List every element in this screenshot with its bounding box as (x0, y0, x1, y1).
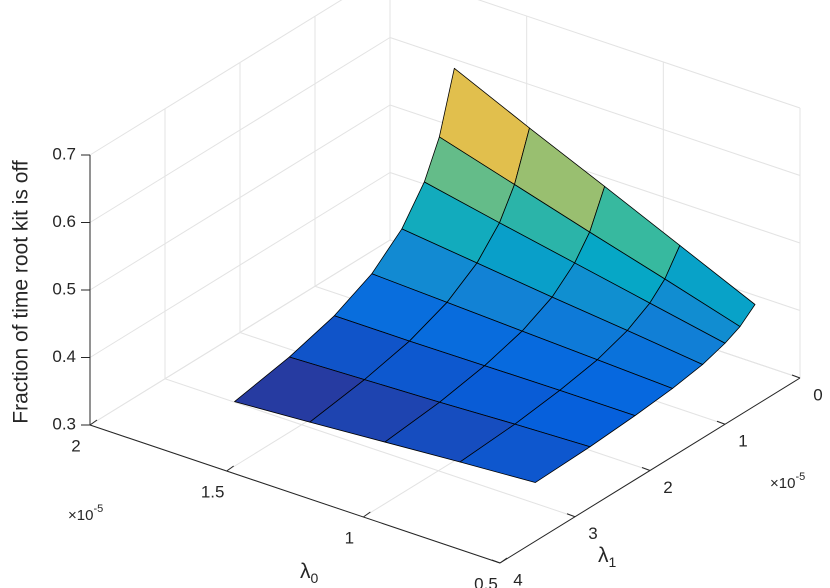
x-axis (89, 424, 501, 564)
y-axis-label-main: λ (598, 544, 609, 567)
z-tick-label: 0.5 (52, 279, 76, 298)
y-tick (716, 420, 726, 425)
y-axis-label: λ1 (598, 544, 617, 570)
y-tick-label: 0 (813, 385, 822, 404)
grid-line (389, 37, 801, 176)
z-tick-label: 0.6 (52, 212, 76, 231)
surface-cell (459, 423, 591, 483)
x-tick (226, 465, 234, 472)
y-multiplier-exp: -5 (795, 471, 805, 483)
axes-layer: 0.3 0.4 0.5 0.6 0.7 0.5 1 1.5 2 0 1 2 3 4 (52, 144, 822, 588)
x-tick (363, 511, 371, 518)
x-axis-label: λ0 (300, 560, 319, 586)
y-tick (491, 559, 501, 564)
x-tick-label: 1 (345, 528, 354, 547)
z-tick-label: 0.7 (52, 144, 76, 163)
x-axis-label-sub: 0 (311, 570, 319, 586)
y-tick-label: 3 (588, 524, 597, 543)
x-multiplier-base: ×10 (68, 507, 93, 524)
y-tick (791, 374, 801, 379)
grid-line (477, 0, 801, 109)
y-axis-label-sub: 1 (609, 554, 617, 570)
z-tick-label: 0.3 (52, 414, 76, 433)
x-tick (89, 419, 98, 426)
x-tick-label: 2 (71, 436, 80, 455)
x-tick-label: 0.5 (474, 574, 498, 588)
x-multiplier: ×10-5 (68, 503, 103, 524)
x-tick-label: 1.5 (201, 482, 225, 501)
x-tick (499, 557, 508, 564)
x-multiplier-exp: -5 (93, 503, 103, 515)
y-tick-label: 1 (738, 432, 747, 451)
grid-line (164, 378, 576, 518)
y-multiplier-base: ×10 (770, 475, 795, 492)
y-tick (641, 467, 651, 471)
y-tick-label: 4 (513, 570, 522, 588)
y-tick (566, 513, 576, 518)
z-axis-label: Fraction of time root kit is off (10, 160, 33, 424)
x-axis-label-main: λ (300, 560, 311, 583)
y-multiplier: ×10-5 (770, 471, 805, 492)
surface-layer (234, 67, 756, 483)
y-tick-label: 2 (663, 478, 672, 497)
z-tick-label: 0.4 (52, 347, 76, 366)
